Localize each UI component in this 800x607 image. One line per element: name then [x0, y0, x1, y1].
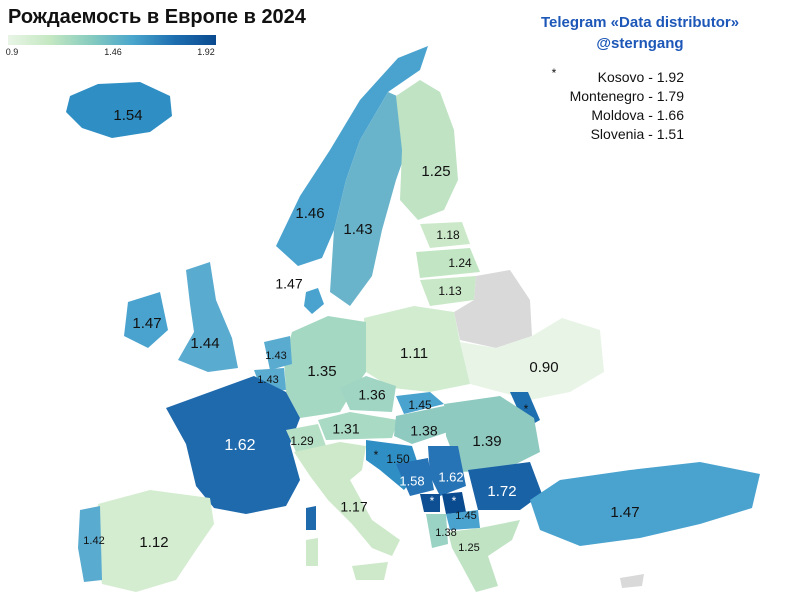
country-greece	[448, 520, 520, 592]
country-kosovo	[442, 492, 466, 514]
country-czechia	[340, 376, 396, 412]
label-bosnia: 1.58	[399, 473, 424, 488]
marker-moldova-star-icon: *	[524, 402, 529, 416]
country-denmark	[304, 288, 324, 314]
map-title: Рождаемость в Европе в 2024	[8, 6, 306, 28]
country-spain	[96, 490, 214, 592]
label-denmark: 1.47	[275, 276, 302, 292]
country-sicily	[352, 562, 388, 580]
country-montenegro	[420, 494, 440, 512]
marker-slovenia-star-icon: *	[374, 448, 379, 462]
country-netherlands	[264, 336, 292, 370]
country-austria	[318, 412, 398, 440]
label-belgium: 1.43	[257, 374, 278, 386]
label-portugal: 1.42	[83, 535, 104, 547]
label-switzerland: 1.29	[290, 434, 314, 448]
label-sweden: 1.43	[343, 221, 372, 238]
country-romania	[444, 396, 540, 472]
brand-block: Telegram «Data distributor» @sterngang	[510, 12, 770, 54]
label-finland: 1.25	[421, 163, 450, 180]
label-norway: 1.46	[295, 205, 324, 222]
note-star-icon: *	[551, 66, 557, 80]
label-poland: 1.11	[400, 345, 428, 362]
label-serbia: 1.62	[438, 469, 463, 484]
label-turkey: 1.47	[610, 504, 639, 521]
country-north-macedonia	[446, 510, 480, 530]
country-serbia	[428, 446, 466, 496]
country-slovakia	[396, 392, 444, 414]
label-germany: 1.35	[307, 363, 336, 380]
country-bulgaria	[468, 462, 542, 510]
brand-telegram-channel: Telegram «Data distributor»	[540, 14, 740, 31]
label-italy: 1.17	[340, 499, 367, 515]
label-uk: 1.44	[190, 335, 219, 352]
color-legend-bar	[8, 35, 216, 45]
label-czechia: 1.36	[358, 387, 385, 403]
label-romania: 1.39	[472, 433, 501, 450]
label-france: 1.62	[224, 437, 255, 454]
label-iceland: 1.54	[113, 107, 142, 124]
marker-kosovo-star-icon: *	[452, 494, 457, 508]
country-iceland	[66, 82, 172, 138]
country-sardinia	[306, 538, 318, 566]
country-uk	[178, 262, 238, 372]
country-estonia	[420, 222, 470, 248]
country-notes: * Kosovo - 1.92 Montenegro - 1.79 Moldov…	[552, 66, 684, 144]
country-turkey	[530, 462, 760, 546]
marker-montenegro-star-icon: *	[430, 494, 435, 508]
label-lithuania: 1.13	[438, 284, 462, 298]
label-netherlands: 1.43	[265, 350, 286, 362]
legend-tick-mid: 1.46	[104, 47, 122, 57]
note-slovenia: Slovenia - 1.51	[590, 126, 684, 142]
label-bulgaria: 1.72	[487, 483, 516, 500]
country-finland	[396, 80, 458, 220]
label-spain: 1.12	[139, 534, 168, 551]
country-ireland	[124, 292, 168, 348]
country-portugal	[78, 506, 102, 582]
label-estonia: 1.18	[436, 228, 460, 242]
legend-tick-max: 1.92	[197, 47, 215, 57]
country-bosnia	[396, 458, 434, 496]
label-hungary: 1.38	[410, 423, 437, 439]
country-norway	[276, 46, 428, 266]
label-croatia-slovenia: 1.50	[386, 452, 410, 466]
label-slovakia: 1.45	[408, 398, 432, 412]
label-albania: 1.38	[435, 527, 456, 539]
country-poland	[364, 306, 470, 392]
country-cyprus-no-data	[620, 574, 644, 588]
note-montenegro: Montenegro - 1.79	[569, 88, 684, 104]
label-north-macedonia: 1.45	[455, 510, 476, 522]
country-france	[166, 376, 300, 514]
country-ukraine	[460, 318, 604, 400]
label-ukraine: 0.90	[529, 359, 558, 376]
country-hungary	[394, 406, 454, 444]
brand-handle: @sterngang	[596, 35, 684, 52]
label-austria: 1.31	[332, 421, 359, 437]
label-ireland: 1.47	[132, 315, 161, 332]
legend-tick-min: 0.9	[5, 47, 19, 57]
note-kosovo: Kosovo - 1.92	[597, 69, 684, 85]
country-belarus-no-data	[454, 270, 532, 348]
country-lithuania	[420, 276, 476, 306]
country-albania	[426, 514, 448, 548]
country-italy	[294, 442, 400, 556]
note-moldova: Moldova - 1.66	[591, 107, 684, 123]
country-switzerland	[286, 424, 326, 452]
label-greece: 1.25	[458, 542, 479, 554]
country-sweden	[330, 92, 410, 306]
country-latvia	[416, 248, 480, 278]
country-corsica	[306, 506, 316, 530]
label-latvia: 1.24	[448, 256, 472, 270]
